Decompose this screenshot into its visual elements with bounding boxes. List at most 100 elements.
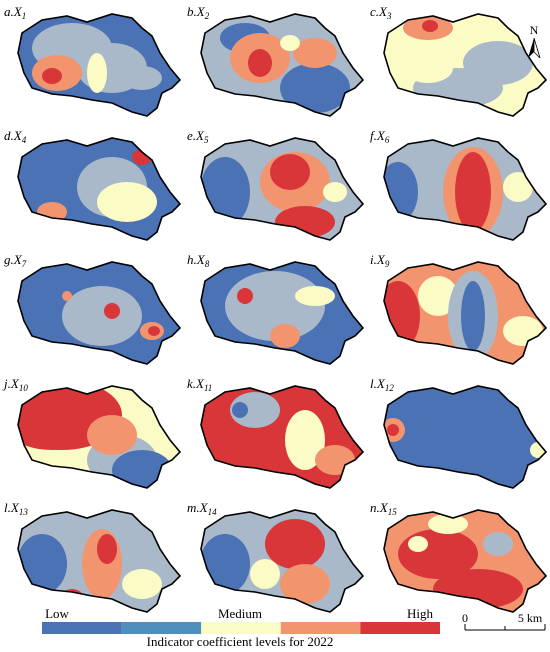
panel-label: c.X3 xyxy=(370,4,392,21)
scale-start: 0 xyxy=(462,611,468,625)
zone xyxy=(503,316,543,346)
panel-label: h.X8 xyxy=(187,252,210,269)
panel-label-sub: 6 xyxy=(385,135,390,145)
map-panel xyxy=(200,261,364,365)
panel-label: l.X12 xyxy=(370,376,394,393)
zone xyxy=(122,66,162,90)
zone xyxy=(62,286,142,346)
panel-label-prefix: b.X xyxy=(187,4,206,19)
map-panel xyxy=(17,261,181,365)
panel-label-prefix: e.X xyxy=(187,128,205,143)
legend: Low Medium High Indicator coefficient le… xyxy=(42,606,440,649)
zone xyxy=(201,386,363,488)
zone xyxy=(148,326,160,336)
panel-label: i.X9 xyxy=(370,252,390,269)
zone xyxy=(18,534,67,594)
zone xyxy=(455,152,491,232)
panel-label-prefix: j.X xyxy=(2,376,20,391)
zone xyxy=(250,559,280,589)
map-panel xyxy=(383,385,547,489)
panel-label-sub: 12 xyxy=(385,383,395,393)
map-panel xyxy=(383,137,547,241)
panel-label: f.X6 xyxy=(370,128,390,145)
zone xyxy=(461,281,485,351)
zone xyxy=(387,424,399,436)
map-panel xyxy=(200,137,364,241)
panel-label: n.X15 xyxy=(370,500,397,517)
zones xyxy=(201,138,363,240)
zones xyxy=(18,386,180,488)
panel-label-sub: 5 xyxy=(204,135,209,145)
panel-label-sub: 7 xyxy=(22,259,27,269)
zone xyxy=(433,569,523,609)
panel-label: e.X5 xyxy=(187,128,209,145)
zone xyxy=(97,182,157,222)
map-panel xyxy=(383,13,547,117)
zone xyxy=(295,286,335,306)
panel-label-prefix: k.X xyxy=(187,376,205,391)
zones xyxy=(18,14,180,116)
panel-label: m.X14 xyxy=(187,500,217,517)
zone xyxy=(248,49,272,77)
map-panel xyxy=(17,509,181,613)
legend-swatch xyxy=(360,622,440,634)
zones xyxy=(18,510,180,612)
zone xyxy=(280,35,300,51)
zone xyxy=(201,157,250,227)
legend-swatch xyxy=(121,622,202,634)
panel-label-prefix: a.X xyxy=(4,4,23,19)
panel-label: l.X13 xyxy=(4,500,28,517)
panel-label-sub: 9 xyxy=(385,259,390,269)
zones xyxy=(201,262,363,364)
panel-label-sub: 15 xyxy=(388,507,398,517)
zone xyxy=(18,390,102,450)
zone xyxy=(293,38,337,68)
panel-label: b.X2 xyxy=(187,4,210,21)
map-panel xyxy=(17,13,181,117)
panel-label-prefix: c.X xyxy=(370,4,388,19)
panel-label-prefix: l.X xyxy=(4,500,20,515)
zones xyxy=(201,510,363,612)
zone xyxy=(280,564,330,604)
legend-medium: Medium xyxy=(218,606,262,621)
panel-label-prefix: m.X xyxy=(187,500,209,515)
panel-label-sub: 13 xyxy=(19,507,29,517)
zone xyxy=(483,532,513,556)
legend-swatch xyxy=(280,622,361,634)
legend-swatch xyxy=(201,622,281,634)
map-panel xyxy=(17,385,181,489)
panel-label-sub: 2 xyxy=(205,11,210,21)
zone xyxy=(112,450,172,488)
zone xyxy=(428,514,468,534)
panel-label-prefix: f.X xyxy=(370,128,386,143)
zone xyxy=(285,410,325,470)
zone xyxy=(503,172,533,202)
panel-label-prefix: n.X xyxy=(370,500,389,515)
north-arrow: N xyxy=(528,23,541,59)
scale-bar: 0 5 km xyxy=(462,611,546,631)
zone xyxy=(315,445,355,475)
zone xyxy=(62,291,72,301)
scale-end: 5 km xyxy=(518,611,543,625)
zone xyxy=(201,534,250,594)
map-panel xyxy=(200,509,364,613)
panel-label: k.X11 xyxy=(187,376,212,393)
panel-label-prefix: d.X xyxy=(4,128,23,143)
panel-label-sub: 4 xyxy=(22,135,27,145)
zone xyxy=(104,303,120,319)
panel-label-sub: 3 xyxy=(386,11,392,21)
map-panel xyxy=(17,137,181,241)
panel-label: j.X10 xyxy=(2,376,28,393)
zone xyxy=(270,154,310,190)
zones xyxy=(18,138,180,240)
zone xyxy=(323,182,347,202)
zone xyxy=(280,63,350,113)
zone xyxy=(87,53,107,93)
zone xyxy=(230,392,280,428)
legend-swatch xyxy=(42,622,122,634)
zone xyxy=(422,20,438,32)
north-label: N xyxy=(530,23,539,37)
zone xyxy=(275,206,335,238)
zone xyxy=(237,288,253,304)
